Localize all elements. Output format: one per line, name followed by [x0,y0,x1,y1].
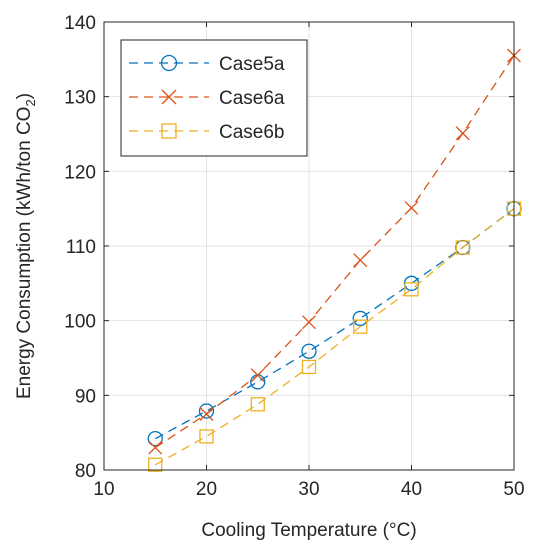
legend-entry: Case5a [129,54,285,75]
legend-entry: Case6a [129,88,285,109]
series-line [154,208,515,440]
series-case5a [147,201,522,447]
y-tick-label: 80 [75,461,96,482]
x-axis-label: Cooling Temperature (°C) [201,520,416,541]
legend-entry: Case6b [129,122,285,143]
data-point-square [353,319,368,334]
x-tick-label: 10 [93,479,114,500]
legend-marker [161,123,177,139]
y-axis-label-main: Energy Consumption (kWh/ton CO [14,107,35,400]
y-tick-label: 140 [64,13,96,34]
data-point-x [302,315,316,330]
data-point-circle [147,430,163,447]
y-axis-label: Energy Consumption (kWh/ton CO2) [14,93,38,399]
legend: Case5a Case6a Case6b [120,39,308,157]
x-tick-label: 50 [503,479,524,500]
y-axis-label-subscript: 2 [23,99,38,106]
x-marker-stroke [404,200,419,215]
data-point-square [148,457,163,472]
data-point-square [301,359,317,375]
y-tick-label: 90 [75,386,96,407]
data-point-x [250,368,265,383]
y-tick-label: 110 [66,237,96,258]
axis-ticks: 10 20 30 40 50 80 90 100 110 120 130 140 [64,13,524,500]
data-point-circle [250,374,266,390]
x-tick-label: 40 [401,479,422,500]
legend-box [120,39,308,157]
y-tick-label: 120 [64,162,96,183]
legend-label: Case5a [219,54,285,75]
x-marker-stroke [455,126,470,141]
x-marker-stroke [199,407,214,421]
y-tick-label: 130 [64,88,96,109]
data-point-square [250,397,265,412]
series-case6a [148,48,521,455]
data-point-circle [301,343,317,359]
legend-marker [161,89,177,105]
x-tick-label: 30 [298,479,319,500]
y-tick-label: 100 [64,312,96,333]
data-point-x [148,440,163,455]
data-point-circle [198,403,215,419]
x-marker-stroke [161,89,177,105]
data-point-square [404,282,419,297]
data-point-x [404,200,419,215]
y-axis-label-end: ) [14,93,35,99]
series-line [154,208,515,466]
x-marker-stroke [353,253,368,268]
data-point-x [455,126,470,141]
x-marker-stroke [302,315,316,330]
series-case6b [148,201,522,472]
legend-label: Case6b [219,122,285,143]
data-point-x [199,407,214,421]
x-tick-label: 20 [196,479,217,500]
data-point-square [199,429,214,444]
data-point-circle [352,310,368,327]
data-point-square [455,240,470,255]
x-marker-stroke [250,368,265,383]
legend-marker [160,54,178,72]
series-line [154,55,515,449]
legend-label: Case6a [219,88,285,109]
data-point-x [353,253,368,268]
x-marker-stroke [148,440,163,455]
